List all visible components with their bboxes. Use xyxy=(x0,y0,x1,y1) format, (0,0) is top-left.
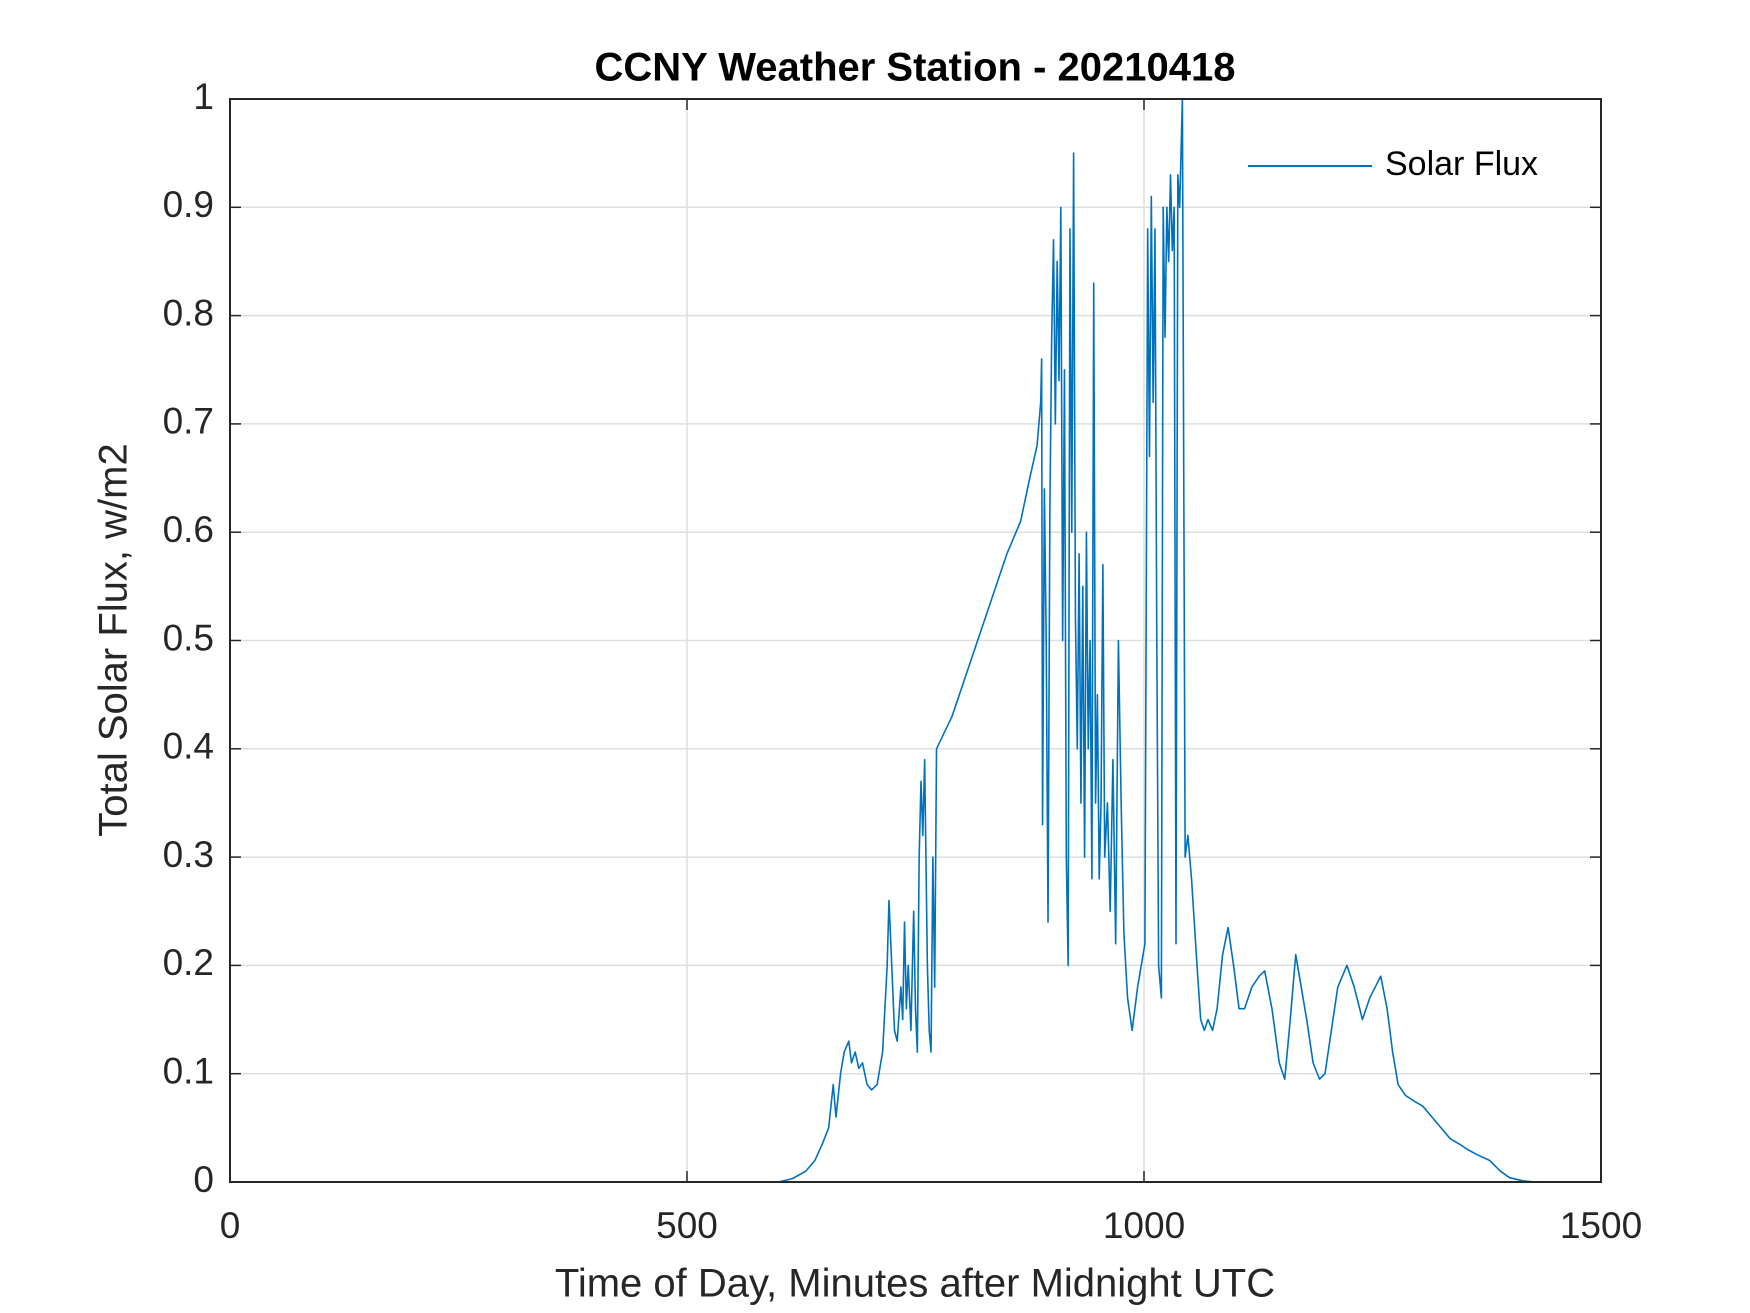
y-tick-label: 0.3 xyxy=(163,834,214,875)
y-tick-label: 0.1 xyxy=(163,1050,214,1091)
y-tick-label: 0.2 xyxy=(163,942,214,983)
y-tick-label: 0 xyxy=(193,1159,214,1200)
x-tick-label: 1000 xyxy=(1103,1205,1185,1246)
y-tick-label: 0.4 xyxy=(163,726,214,767)
y-tick-label: 0.9 xyxy=(163,184,214,225)
x-tick-label: 0 xyxy=(220,1205,241,1246)
x-axis-label: Time of Day, Minutes after Midnight UTC xyxy=(555,1262,1275,1306)
y-tick-label: 0.6 xyxy=(163,509,214,550)
legend-label: Solar Flux xyxy=(1385,145,1538,183)
y-tick-label: 1 xyxy=(193,76,214,117)
x-tick-label: 500 xyxy=(656,1205,718,1246)
x-tick-label: 1500 xyxy=(1560,1205,1642,1246)
axes-box xyxy=(229,98,1602,1183)
y-tick-label: 0.5 xyxy=(163,617,214,658)
y-tick-label: 0.8 xyxy=(163,292,214,333)
chart-title: CCNY Weather Station - 20210418 xyxy=(595,46,1236,90)
y-axis-label: Total Solar Flux, w/m2 xyxy=(92,443,136,836)
y-tick-label: 0.7 xyxy=(163,401,214,442)
data-line xyxy=(230,98,1536,1183)
